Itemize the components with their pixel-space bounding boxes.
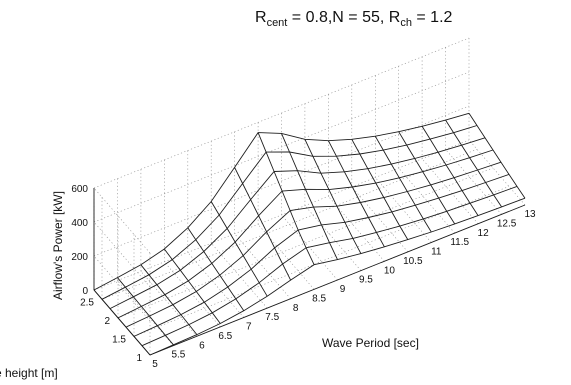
floor-gridline-x-14	[421, 158, 479, 224]
title-subscript-cent: cent	[267, 17, 288, 29]
side-wall-gridline-z-3	[93, 187, 151, 254]
surface-column-line-16	[468, 113, 526, 199]
floor-gridline-y-2	[117, 167, 494, 319]
x-tick-label-14: 12	[478, 228, 490, 239]
surface-row-line-0	[149, 197, 526, 356]
y-tick-label-0: 1	[136, 353, 142, 364]
surface-column-line-6	[234, 167, 292, 281]
surface-column-line-0	[93, 289, 151, 356]
x-tick-label-1: 5.5	[171, 350, 185, 361]
surface-mesh	[93, 112, 526, 356]
surface-column-line-11	[351, 139, 409, 240]
back-wall-gridline-z-3	[93, 37, 470, 189]
x-tick-label-16: 13	[524, 209, 536, 220]
surface-column-line-1	[117, 277, 174, 346]
z-tick-label-1: 200	[71, 252, 88, 263]
back-wall-gridline-z-0	[93, 139, 470, 291]
surface-row-line-5	[109, 137, 486, 310]
chart-title: Rcent = 0.8,N = 55, Rch = 1.2	[255, 9, 453, 29]
z-axis-title: Airflow's Power [kW]	[51, 191, 65, 300]
x-tick-label-15: 12.5	[497, 218, 517, 229]
floor-gridline-y-3	[101, 149, 478, 300]
surface-column-line-3	[163, 248, 221, 324]
surface-column-line-5	[210, 201, 268, 297]
side-wall-gridline-z-2	[93, 221, 151, 288]
floor-gridline-x-15	[445, 149, 502, 215]
x-tick-label-4: 7	[246, 322, 252, 333]
title-subscript-ch: ch	[400, 17, 412, 29]
x-tick-label-5: 7.5	[265, 312, 279, 323]
surface-column-line-8	[281, 133, 338, 260]
surface-column-line-14	[421, 126, 479, 216]
x-tick-label-12: 11	[431, 247, 442, 258]
back-wall-gridline-z-2	[93, 71, 470, 223]
floor-gridline-x-7	[257, 224, 315, 290]
surface-row-line-1	[141, 185, 518, 347]
surface-column-line-9	[304, 139, 362, 254]
surface-column-line-15	[445, 119, 502, 208]
axes	[93, 188, 526, 356]
back-wall-gridline-z-1	[93, 105, 470, 257]
y-tick-label-3: 2.5	[80, 297, 94, 308]
x-tick-label-13: 11.5	[450, 237, 469, 248]
x-tick-label-11: 10.5	[403, 256, 423, 267]
x-tick-label-8: 9	[340, 284, 346, 295]
x-tick-label-0: 5	[152, 359, 158, 370]
x-tick-label-2: 6	[199, 340, 205, 351]
x-tick-label-6: 8	[293, 303, 299, 314]
background-grid	[93, 37, 526, 356]
x-axis-line	[149, 204, 526, 356]
tick-labels: 55.566.577.588.599.51010.51111.51212.513…	[71, 184, 536, 370]
surface-column-line-4	[187, 227, 245, 311]
x-tick-label-3: 6.5	[218, 331, 232, 342]
floor-gridline-x-16	[468, 139, 526, 206]
y-axis-title: e height [m]	[0, 366, 58, 380]
z-tick-label-0: 0	[82, 286, 88, 297]
floor-gridline-x-3	[164, 261, 221, 328]
floor-gridline-y-1	[133, 186, 510, 337]
x-tick-label-7: 8.5	[312, 293, 326, 304]
y-tick-label-1: 1.5	[112, 334, 126, 345]
surface-column-line-2	[140, 264, 198, 335]
surface-column-line-12	[374, 135, 432, 233]
y-tick-label-2: 2	[104, 316, 110, 327]
x-tick-label-9: 9.5	[359, 275, 373, 286]
surface-column-line-7	[257, 132, 315, 265]
x-tick-label-10: 10	[384, 265, 396, 276]
z-tick-label-3: 600	[71, 184, 88, 195]
surface-column-line-13	[398, 131, 456, 225]
z-tick-label-2: 400	[71, 218, 88, 229]
surface-column-line-10	[328, 140, 385, 248]
x-axis-title: Wave Period [sec]	[322, 336, 419, 350]
